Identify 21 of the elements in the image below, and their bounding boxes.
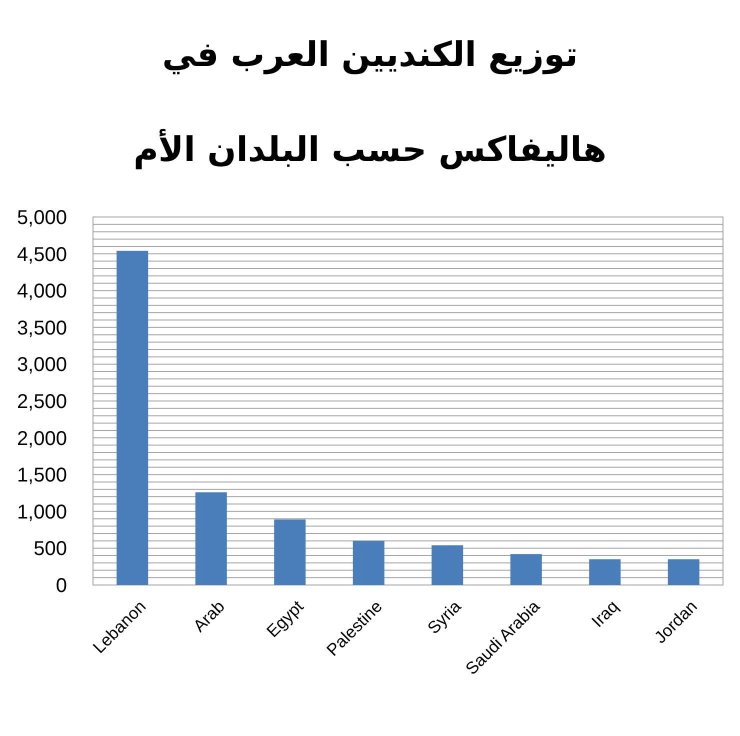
y-tick-label: 5,000 (16, 207, 67, 229)
bar (352, 540, 384, 585)
y-tick-label: 500 (34, 538, 67, 560)
bar (432, 545, 464, 585)
bar (274, 519, 306, 585)
bar (116, 250, 148, 585)
y-tick-label: 3,000 (16, 354, 67, 376)
bar (668, 559, 700, 585)
y-tick-label: 3,500 (16, 317, 67, 340)
bar (510, 554, 542, 585)
y-tick-label: 4,000 (16, 280, 67, 303)
bar (195, 492, 227, 585)
y-tick-label: 2,500 (16, 391, 67, 413)
y-tick-label: 0 (56, 575, 67, 597)
y-tick-label: 4,500 (16, 244, 67, 266)
y-tick-label: 2,000 (16, 428, 67, 450)
y-tick-label: 1,000 (16, 501, 67, 524)
bar (589, 559, 621, 585)
x-tick-label: Iraq (588, 596, 622, 632)
y-tick-label: 1,500 (16, 464, 67, 487)
chart-title: توزيع الكنديين العرب في هاليفاكس حسب البلدان الأم (133, 35, 607, 170)
